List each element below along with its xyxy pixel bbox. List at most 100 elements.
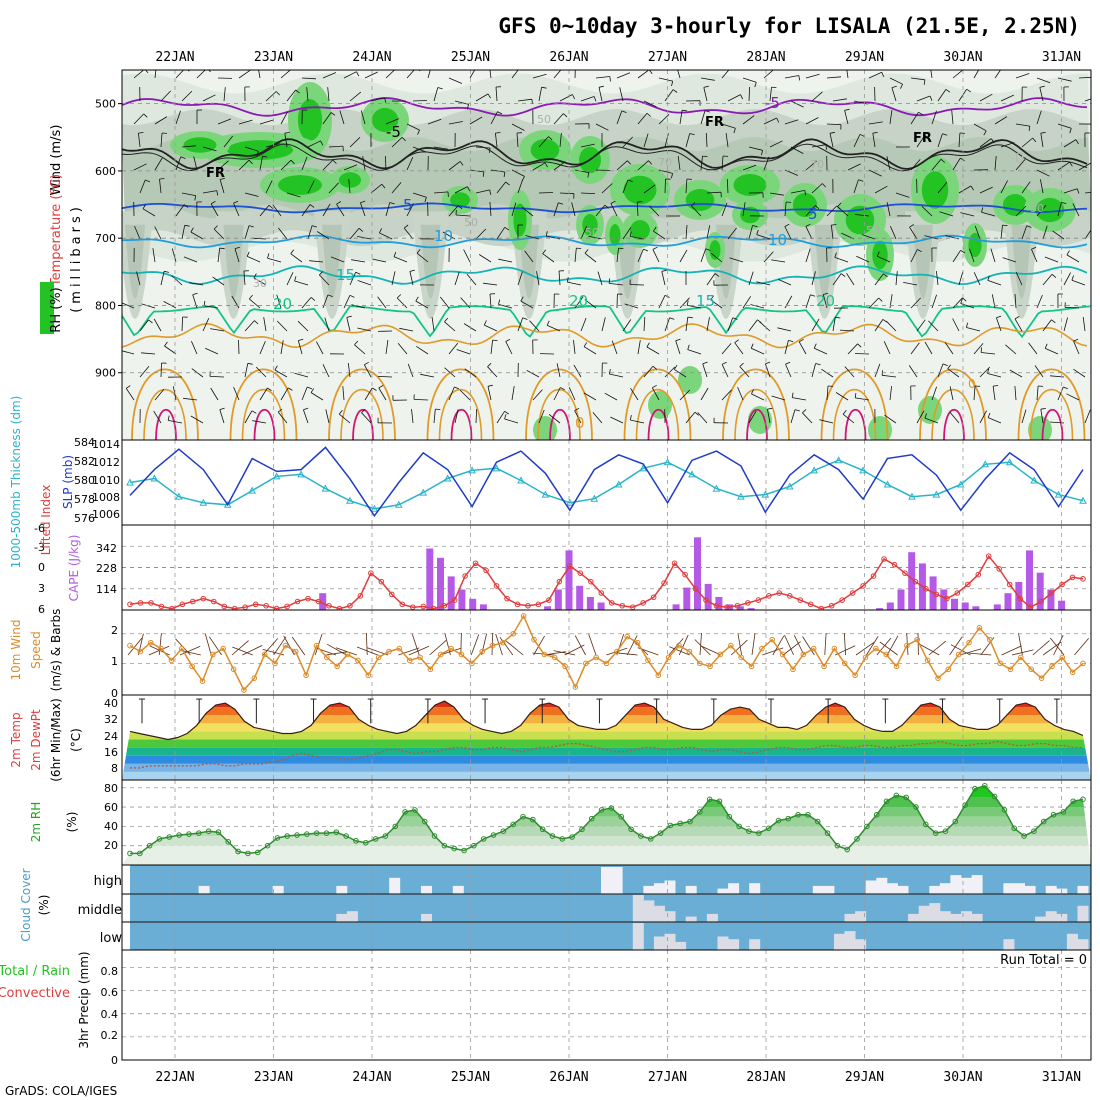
- upper-wind-barb: [763, 251, 774, 263]
- upper-wind-barb: [771, 259, 786, 263]
- upper-wind-barb: [247, 256, 261, 263]
- upper-wind-barb: [574, 296, 584, 309]
- upper-wind-barb-flag: [307, 386, 313, 390]
- wind10m-barb: [325, 651, 348, 656]
- upper-wind-barb-flag: [384, 97, 387, 103]
- rh-dark-green-blob-3: [227, 140, 293, 160]
- upper-wind-barb: [619, 87, 624, 102]
- lifted-index-line-marker: [315, 598, 322, 605]
- upper-wind-barb: [504, 418, 519, 424]
- cape-bar: [565, 550, 573, 610]
- upper-wind-barb: [433, 146, 448, 150]
- wind-speed-line-marker: [624, 633, 631, 640]
- wind-speed-line-marker: [945, 666, 952, 673]
- upper-wind-barb: [847, 163, 861, 171]
- upper-wind-barb: [895, 271, 898, 286]
- wind-speed-line-marker: [707, 663, 713, 670]
- thickness-line-marker: [419, 488, 428, 496]
- upper-wind-barb: [598, 87, 603, 102]
- wind-tick-2: 2: [111, 624, 118, 637]
- thickness-line-marker: [981, 460, 990, 468]
- upper-wind-barb: [636, 201, 639, 217]
- temp-contour-25-loop-0: [131, 368, 199, 440]
- upper-wind-barb-flag: [740, 94, 744, 100]
- rh-dark-green-blob-17: [709, 240, 721, 260]
- upper-wind-barb: [511, 123, 525, 131]
- upper-wind-barb: [910, 77, 925, 81]
- rh2m-line-marker: [1040, 818, 1047, 825]
- wind10m-barb: [616, 633, 625, 656]
- upper-wind-barb-flag: [361, 409, 366, 413]
- upper-wind-barb: [466, 273, 477, 286]
- rh2m-line-marker: [461, 847, 467, 854]
- wind10m-barb: [855, 641, 875, 656]
- upper-wind-barb: [811, 144, 826, 148]
- cape-tick-228: 228: [96, 562, 117, 575]
- contour-label-20-middle: 20: [569, 292, 588, 310]
- upper-wind-barb: [175, 70, 185, 79]
- contour-label-rh-50-d: 50: [866, 224, 880, 237]
- upper-wind-barb-flag: [290, 159, 295, 165]
- upper-wind-barb-flag: [584, 249, 589, 254]
- upper-wind-barb-flag: [546, 320, 550, 326]
- wind-speed-line-marker: [717, 651, 724, 658]
- upper-wind-barb: [908, 365, 918, 378]
- wind10m-barb: [969, 652, 992, 656]
- cloud-cell-middle: [346, 911, 358, 922]
- upper-wind-barb: [223, 87, 226, 102]
- lifted-index-line-marker: [357, 593, 364, 599]
- upper-wind-barb: [205, 347, 219, 355]
- wind10m-barb: [127, 637, 143, 656]
- upper-wind-barb: [868, 297, 879, 309]
- wind10m-barb: [843, 632, 846, 656]
- cape-bar: [897, 589, 905, 610]
- cloud-cell-low: [749, 939, 761, 950]
- upper-wind-barb: [532, 162, 546, 171]
- upper-wind-barb: [391, 182, 402, 194]
- upper-wind-barb: [190, 231, 204, 240]
- upper-wind-barb: [658, 114, 670, 125]
- cape-bar: [319, 593, 327, 610]
- rh2m-line-marker: [579, 826, 585, 833]
- upper-wind-barb-flag: [784, 223, 790, 227]
- upper-wind-barb: [301, 297, 312, 309]
- upper-wind-barb: [643, 365, 654, 378]
- lifted-index-line-marker: [200, 595, 207, 602]
- upper-wind-barb: [238, 119, 253, 125]
- upper-wind-barb: [987, 417, 1002, 424]
- upper-wind-barb: [969, 248, 975, 263]
- upper-wind-barb-flag: [733, 128, 736, 134]
- contour-label-10-left: 10: [434, 227, 453, 245]
- upper-wind-barb: [792, 397, 807, 401]
- upper-wind-barb: [532, 73, 547, 79]
- upper-contour-labels: -5 FR -5 FR FR 0 5 5 10 10 15 15 20 20 2…: [206, 94, 1044, 432]
- precip-tick-0.4: 0.4: [101, 1008, 119, 1021]
- rh-tick-80: 80: [104, 782, 118, 795]
- upper-wind-barb: [139, 179, 146, 194]
- upper-wind-barb: [210, 328, 225, 332]
- upper-wind-barb-flag: [940, 158, 946, 163]
- wind-speed-line-marker: [831, 645, 838, 652]
- upper-wind-barb-flag: [918, 111, 923, 116]
- upper-wind-barb-flag: [1044, 343, 1048, 349]
- upper-wind-barb: [553, 113, 564, 125]
- rh-plume-inner-2: [322, 224, 342, 299]
- rh-dark-green-blob-0: [297, 99, 323, 141]
- rh2m-line-marker: [834, 842, 841, 849]
- upper-wind-barb: [844, 110, 849, 125]
- upper-wind-barb: [193, 156, 198, 171]
- upper-wind-barb: [532, 389, 543, 401]
- upper-grid: [122, 70, 1091, 440]
- upper-wind-barb: [525, 235, 540, 240]
- wind10m-barb: [273, 636, 287, 656]
- cloud-cell-low: [1077, 939, 1089, 950]
- cape-bar: [908, 552, 916, 610]
- upper-wind-barb: [183, 397, 198, 401]
- cape-bar: [554, 589, 562, 610]
- slp-tick-1010: 1010: [92, 474, 120, 487]
- upper-wind-barb: [805, 248, 811, 263]
- lifted-index-line-marker: [724, 604, 730, 610]
- upper-wind-barb-flag: [320, 140, 324, 146]
- upper-wind-barb: [759, 321, 771, 332]
